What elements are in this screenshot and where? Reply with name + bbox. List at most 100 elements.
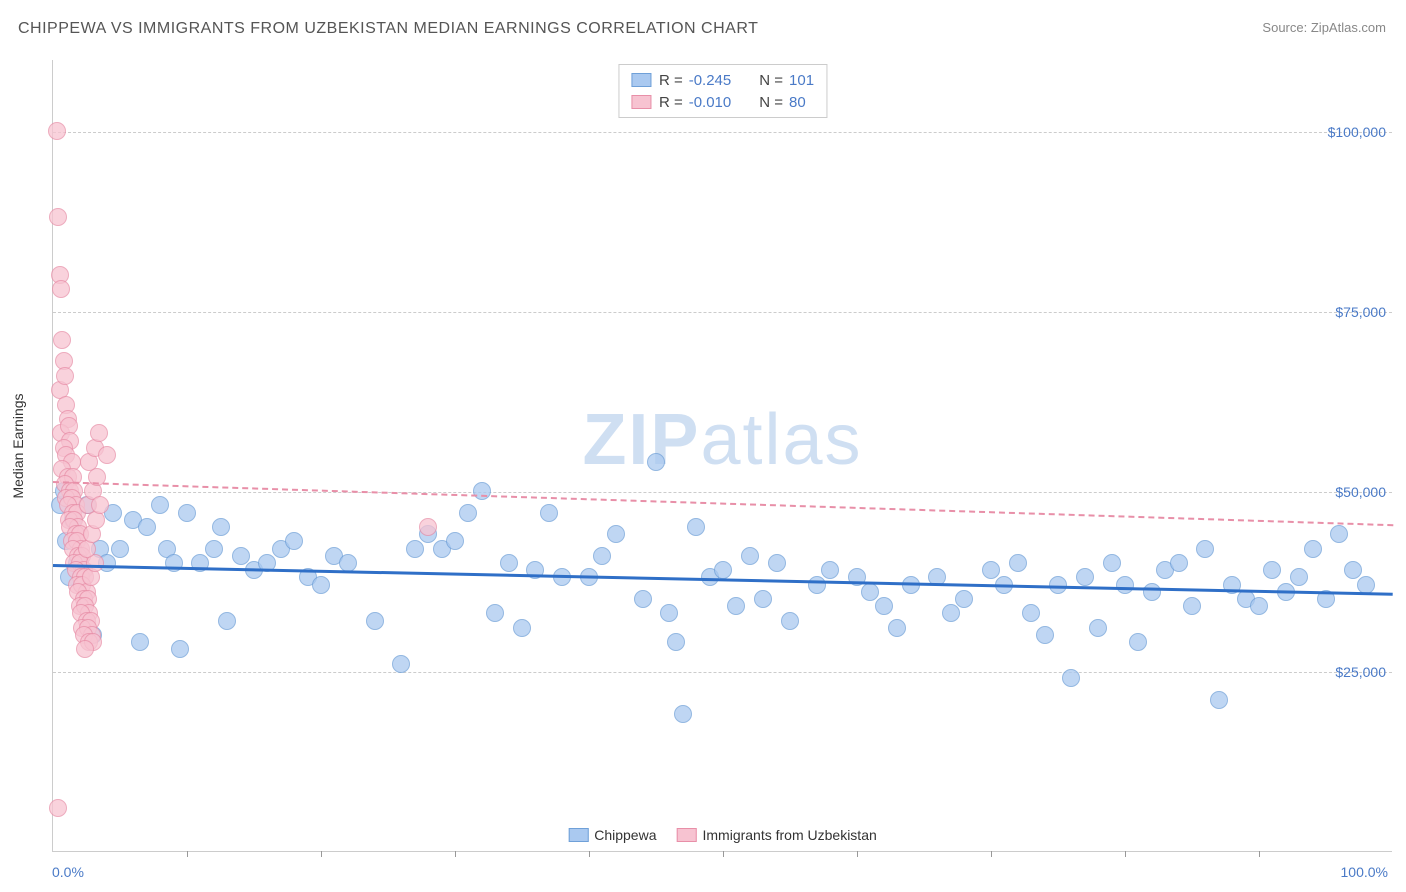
scatter-point-uzbekistan [49, 799, 67, 817]
scatter-point-chippewa [459, 504, 477, 522]
scatter-point-chippewa [674, 705, 692, 723]
scatter-point-chippewa [1183, 597, 1201, 615]
watermark-bold: ZIP [582, 400, 700, 480]
y-tick-label: $100,000 [1328, 124, 1386, 140]
x-tick-end: 100.0% [1341, 864, 1388, 880]
scatter-point-chippewa [955, 590, 973, 608]
r-value: -0.245 [689, 72, 732, 89]
scatter-point-chippewa [607, 525, 625, 543]
scatter-point-chippewa [741, 547, 759, 565]
scatter-point-chippewa [285, 532, 303, 550]
scatter-point-chippewa [942, 604, 960, 622]
y-axis-label: Median Earnings [10, 393, 26, 498]
x-minor-tick [1259, 851, 1260, 857]
scatter-point-chippewa [312, 576, 330, 594]
scatter-point-chippewa [667, 633, 685, 651]
scatter-point-chippewa [1022, 604, 1040, 622]
scatter-point-uzbekistan [90, 424, 108, 442]
scatter-point-chippewa [212, 518, 230, 536]
legend-swatch [631, 73, 651, 87]
scatter-point-uzbekistan [76, 640, 94, 658]
x-minor-tick [857, 851, 858, 857]
watermark-light: atlas [700, 400, 862, 480]
scatter-point-chippewa [1129, 633, 1147, 651]
chart-plot-area: ZIPatlas R =-0.245N =101R =-0.010N =80 C… [52, 60, 1392, 852]
scatter-point-chippewa [1304, 540, 1322, 558]
scatter-point-chippewa [1330, 525, 1348, 543]
scatter-point-chippewa [1103, 554, 1121, 572]
gridline-h [53, 132, 1392, 133]
scatter-point-chippewa [1290, 568, 1308, 586]
scatter-point-chippewa [1076, 568, 1094, 586]
n-value: 101 [789, 72, 814, 89]
scatter-point-chippewa [406, 540, 424, 558]
trendline-uzbekistan [53, 481, 1393, 526]
scatter-point-chippewa [131, 633, 149, 651]
scatter-point-chippewa [647, 453, 665, 471]
r-label: R = [659, 94, 683, 111]
chart-title: CHIPPEWA VS IMMIGRANTS FROM UZBEKISTAN M… [18, 20, 758, 38]
scatter-point-chippewa [232, 547, 250, 565]
r-label: R = [659, 72, 683, 89]
x-minor-tick [321, 851, 322, 857]
x-minor-tick [723, 851, 724, 857]
y-tick-label: $75,000 [1335, 304, 1386, 320]
scatter-point-chippewa [138, 518, 156, 536]
scatter-point-chippewa [473, 482, 491, 500]
x-minor-tick [1125, 851, 1126, 857]
n-label: N = [759, 94, 783, 111]
scatter-point-chippewa [888, 619, 906, 637]
legend-label: Immigrants from Uzbekistan [702, 827, 876, 843]
source-name: ZipAtlas.com [1311, 20, 1386, 35]
scatter-point-chippewa [1170, 554, 1188, 572]
legend-item-chippewa: Chippewa [568, 827, 656, 843]
scatter-point-chippewa [392, 655, 410, 673]
scatter-point-chippewa [151, 496, 169, 514]
scatter-point-chippewa [1143, 583, 1161, 601]
scatter-point-chippewa [205, 540, 223, 558]
y-tick-label: $25,000 [1335, 664, 1386, 680]
scatter-point-chippewa [1062, 669, 1080, 687]
scatter-point-chippewa [446, 532, 464, 550]
scatter-point-chippewa [808, 576, 826, 594]
legend-swatch [568, 828, 588, 842]
scatter-point-chippewa [366, 612, 384, 630]
source-label: Source: [1262, 20, 1307, 35]
scatter-point-uzbekistan [49, 208, 67, 226]
series-legend: Chippewa Immigrants from Uzbekistan [568, 827, 877, 843]
x-tick-start: 0.0% [52, 864, 84, 880]
r-value: -0.010 [689, 94, 732, 111]
scatter-point-chippewa [1089, 619, 1107, 637]
gridline-h [53, 312, 1392, 313]
scatter-point-uzbekistan [91, 496, 109, 514]
scatter-point-chippewa [781, 612, 799, 630]
scatter-point-uzbekistan [56, 367, 74, 385]
legend-label: Chippewa [594, 827, 656, 843]
scatter-point-chippewa [1210, 691, 1228, 709]
scatter-point-chippewa [1036, 626, 1054, 644]
scatter-point-chippewa [178, 504, 196, 522]
x-minor-tick [455, 851, 456, 857]
scatter-point-chippewa [171, 640, 189, 658]
scatter-point-chippewa [768, 554, 786, 572]
scatter-point-chippewa [486, 604, 504, 622]
scatter-point-chippewa [218, 612, 236, 630]
scatter-point-chippewa [875, 597, 893, 615]
scatter-point-chippewa [861, 583, 879, 601]
scatter-point-chippewa [727, 597, 745, 615]
scatter-point-uzbekistan [53, 331, 71, 349]
scatter-point-chippewa [1344, 561, 1362, 579]
source-attribution: Source: ZipAtlas.com [1262, 20, 1386, 35]
scatter-point-chippewa [1263, 561, 1281, 579]
n-value: 80 [789, 94, 806, 111]
scatter-point-chippewa [687, 518, 705, 536]
corr-legend-row-chippewa: R =-0.245N =101 [631, 69, 814, 91]
legend-swatch [676, 828, 696, 842]
scatter-point-chippewa [1196, 540, 1214, 558]
gridline-h [53, 492, 1392, 493]
scatter-point-chippewa [754, 590, 772, 608]
scatter-point-chippewa [1357, 576, 1375, 594]
scatter-point-uzbekistan [52, 280, 70, 298]
legend-item-uzbekistan: Immigrants from Uzbekistan [676, 827, 876, 843]
scatter-point-chippewa [500, 554, 518, 572]
